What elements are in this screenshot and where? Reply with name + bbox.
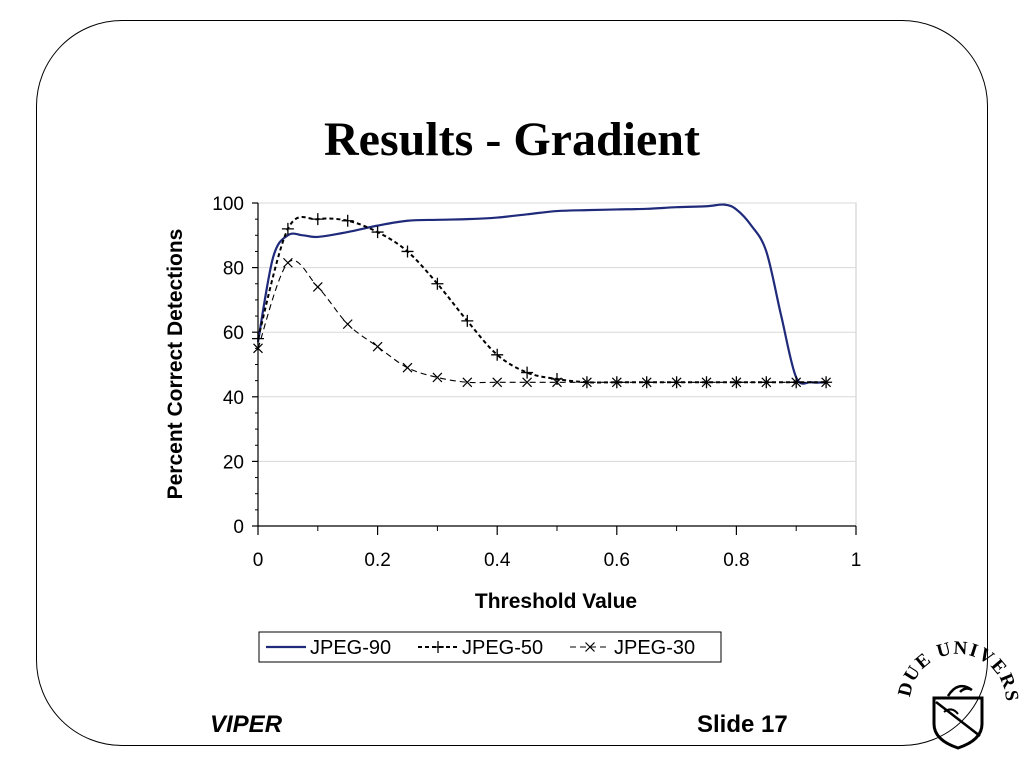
- data-point: [372, 341, 383, 352]
- data-point: [281, 222, 294, 235]
- data-point: [371, 226, 384, 239]
- data-point: [521, 366, 534, 379]
- data-point: [491, 348, 504, 361]
- data-point: [312, 282, 323, 292]
- data-point: [761, 377, 772, 388]
- legend-box: [258, 631, 722, 663]
- data-point: [252, 332, 264, 345]
- data-point: [282, 257, 293, 268]
- legend-label: JPEG-30: [614, 637, 695, 659]
- data-point: [401, 245, 414, 258]
- y-tick-label: 40: [223, 388, 244, 409]
- data-point: [461, 314, 474, 327]
- y-tick-label: 100: [212, 194, 244, 215]
- x-tick-label: 0.8: [723, 550, 749, 571]
- data-point: [821, 377, 832, 388]
- y-tick-label: 0: [233, 517, 244, 538]
- data-point: [402, 362, 413, 373]
- x-tick-label: 1: [851, 550, 862, 571]
- x-tick-label: 0: [253, 550, 264, 571]
- y-tick-label: 20: [223, 452, 244, 473]
- data-point: [641, 377, 652, 388]
- x-axis-label: Threshold Value: [475, 590, 637, 613]
- x-tick-label: 0.4: [484, 550, 511, 571]
- y-axis-label: Percent Correct Detections: [164, 229, 187, 500]
- svg-text:PURDUE UNIVERSITY: PURDUE UNIVERSITY: [896, 632, 1020, 703]
- footer-viper-label: VIPER: [210, 711, 283, 738]
- data-point: [731, 377, 742, 388]
- slide-frame: [36, 20, 988, 746]
- data-point: [253, 343, 263, 354]
- x-tick-label: 0.6: [604, 550, 630, 571]
- data-point: [552, 377, 562, 388]
- slide-title: Results - Gradient: [324, 113, 700, 166]
- data-point: [432, 372, 443, 383]
- data-point: [431, 277, 444, 290]
- legend-marker: [432, 641, 444, 653]
- legend-marker: [585, 642, 595, 652]
- data-point: [522, 377, 533, 388]
- footer-slide-number: Slide 17: [697, 711, 788, 738]
- data-point: [581, 377, 592, 388]
- y-tick-label: 60: [223, 323, 244, 344]
- data-point: [462, 377, 473, 388]
- legend-label: JPEG-90: [310, 637, 391, 659]
- data-point: [342, 319, 353, 330]
- data-point: [311, 213, 324, 226]
- plot-area: [257, 202, 857, 527]
- legend-label: JPEG-50: [462, 637, 543, 659]
- data-point: [492, 377, 503, 388]
- purdue-seal-icon: PURDUE UNIVERSITY: [896, 632, 1020, 750]
- x-tick-label: 0.2: [364, 550, 390, 571]
- data-point: [671, 377, 682, 388]
- data-point: [341, 214, 354, 227]
- data-point: [701, 377, 712, 388]
- y-tick-label: 80: [223, 259, 244, 280]
- data-point: [611, 377, 622, 388]
- data-point: [791, 377, 802, 388]
- seal-text: PURDUE UNIVERSITY: [896, 632, 1020, 703]
- series-line-jpeg-90: [256, 203, 827, 385]
